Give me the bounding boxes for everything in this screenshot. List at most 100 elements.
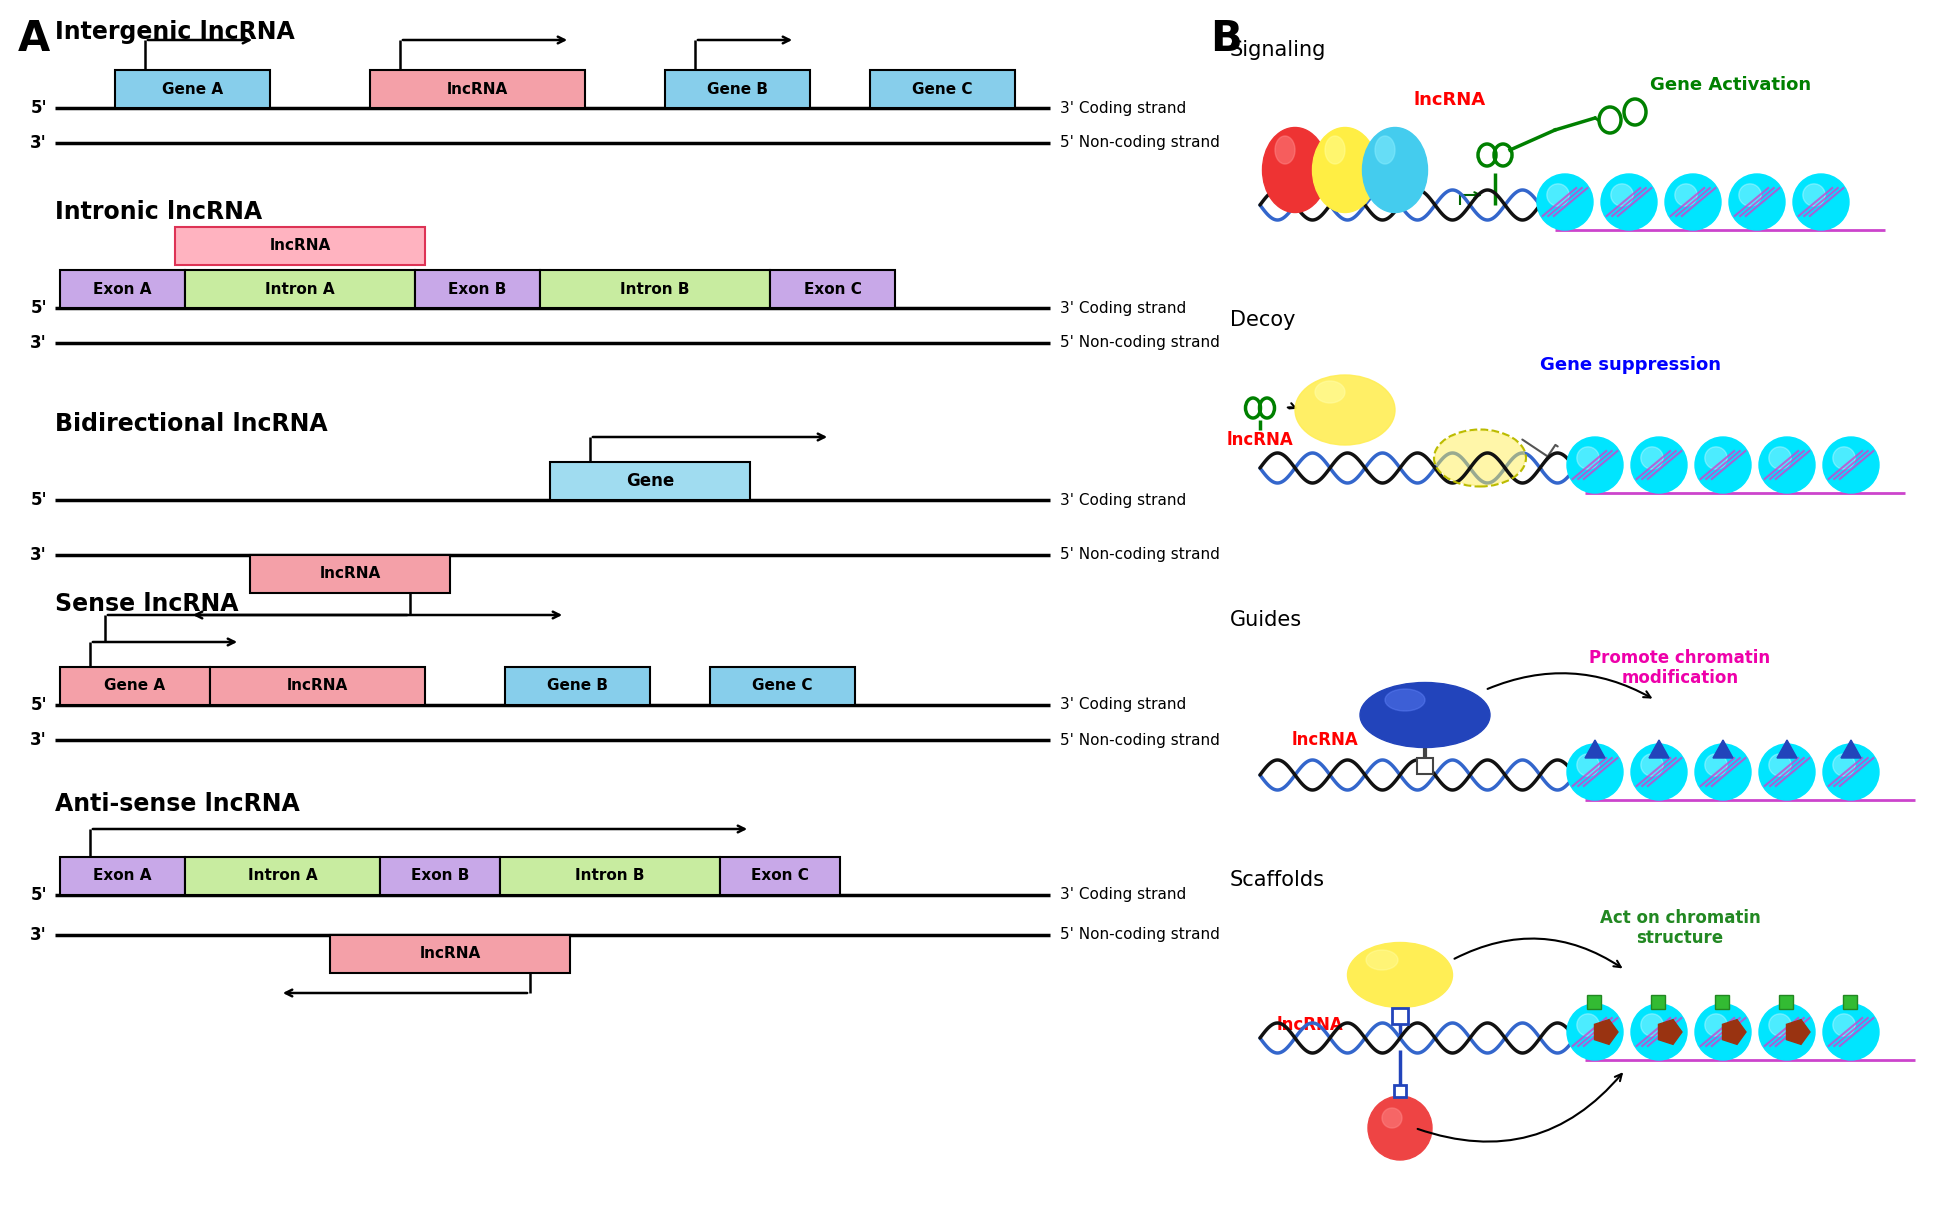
Text: structure: structure (1636, 929, 1724, 947)
Text: Gene A: Gene A (105, 679, 166, 694)
Text: Sense lncRNA: Sense lncRNA (55, 592, 238, 616)
Text: 3' Coding strand: 3' Coding strand (1061, 301, 1186, 316)
Bar (540, 269, 770, 308)
Circle shape (1739, 184, 1761, 206)
Text: 5' Non-coding strand: 5' Non-coding strand (1061, 335, 1221, 351)
Bar (1587, 995, 1601, 1009)
Text: Signaling: Signaling (1230, 40, 1326, 60)
Bar (1778, 995, 1792, 1009)
Bar (770, 269, 895, 308)
Circle shape (1675, 184, 1696, 206)
Bar (499, 857, 720, 895)
Bar (710, 667, 854, 705)
Ellipse shape (1359, 683, 1490, 747)
Text: Gene suppression: Gene suppression (1539, 356, 1720, 374)
Text: Intron A: Intron A (248, 868, 318, 884)
Ellipse shape (1275, 137, 1295, 165)
Circle shape (1769, 447, 1792, 469)
Text: A: A (18, 18, 51, 60)
Text: Guides: Guides (1230, 610, 1303, 630)
Text: 3': 3' (31, 926, 47, 944)
Circle shape (1601, 174, 1657, 230)
Text: lncRNA: lncRNA (447, 82, 509, 96)
Polygon shape (1722, 1019, 1745, 1045)
Circle shape (1578, 447, 1599, 469)
Text: 5': 5' (31, 99, 47, 117)
Circle shape (1568, 436, 1622, 492)
Circle shape (1568, 1004, 1622, 1061)
Circle shape (1630, 1004, 1687, 1061)
Text: lncRNA: lncRNA (1291, 731, 1359, 748)
Polygon shape (1776, 740, 1798, 758)
Circle shape (1730, 174, 1784, 230)
Polygon shape (1659, 1019, 1683, 1045)
Bar (60, 667, 211, 705)
Text: lncRNA: lncRNA (320, 567, 380, 581)
Text: 3' Coding strand: 3' Coding strand (1061, 887, 1186, 902)
Text: Exon C: Exon C (803, 282, 862, 296)
Text: 3' Coding strand: 3' Coding strand (1061, 100, 1186, 116)
Text: Gene A: Gene A (162, 82, 222, 96)
Bar (185, 269, 415, 308)
Polygon shape (1585, 740, 1605, 758)
Text: Bidirectional lncRNA: Bidirectional lncRNA (55, 412, 328, 436)
Text: Gene C: Gene C (753, 679, 813, 694)
Circle shape (1611, 184, 1634, 206)
Text: 3': 3' (31, 546, 47, 564)
Circle shape (1695, 436, 1751, 492)
Text: Exon A: Exon A (94, 282, 152, 296)
Text: lncRNA: lncRNA (419, 946, 480, 962)
Ellipse shape (1367, 950, 1398, 970)
Text: 5': 5' (31, 886, 47, 904)
Text: lncRNA: lncRNA (287, 679, 349, 694)
Circle shape (1630, 436, 1687, 492)
Polygon shape (1595, 1019, 1618, 1045)
FancyArrowPatch shape (1418, 1074, 1622, 1142)
Circle shape (1695, 1004, 1751, 1061)
Bar (380, 857, 499, 895)
Circle shape (1833, 1014, 1854, 1036)
Circle shape (1823, 1004, 1880, 1061)
Circle shape (1759, 436, 1815, 492)
Text: Intron A: Intron A (265, 282, 335, 296)
Bar (1394, 1085, 1406, 1097)
Text: 5' Non-coding strand: 5' Non-coding strand (1061, 547, 1221, 562)
FancyArrowPatch shape (1455, 939, 1620, 967)
Circle shape (1704, 753, 1728, 777)
Text: Intergenic lncRNA: Intergenic lncRNA (55, 20, 294, 44)
Circle shape (1630, 744, 1687, 800)
Circle shape (1833, 753, 1854, 777)
Ellipse shape (1375, 137, 1394, 165)
Ellipse shape (1384, 689, 1425, 711)
Text: Gene C: Gene C (913, 82, 973, 96)
Bar (720, 857, 840, 895)
Ellipse shape (1347, 942, 1453, 1007)
Circle shape (1833, 447, 1854, 469)
Ellipse shape (1324, 137, 1346, 165)
Circle shape (1578, 1014, 1599, 1036)
Bar (60, 269, 185, 308)
Circle shape (1665, 174, 1722, 230)
Polygon shape (1841, 740, 1860, 758)
Text: 5': 5' (31, 696, 47, 714)
Bar (1392, 1008, 1408, 1024)
Circle shape (1578, 753, 1599, 777)
Text: Gene B: Gene B (548, 679, 608, 694)
Bar (330, 935, 569, 973)
Bar (870, 69, 1016, 108)
Text: 5' Non-coding strand: 5' Non-coding strand (1061, 135, 1221, 150)
Circle shape (1695, 744, 1751, 800)
Text: 3': 3' (31, 334, 47, 352)
Ellipse shape (1314, 382, 1346, 403)
Polygon shape (1712, 740, 1734, 758)
Ellipse shape (1262, 128, 1328, 212)
Text: Intronic lncRNA: Intronic lncRNA (55, 200, 261, 224)
Text: lncRNA: lncRNA (1227, 432, 1293, 449)
Circle shape (1769, 1014, 1792, 1036)
Circle shape (1568, 744, 1622, 800)
Bar (550, 462, 751, 500)
Text: 3': 3' (31, 731, 47, 748)
Bar (211, 667, 425, 705)
Text: Anti-sense lncRNA: Anti-sense lncRNA (55, 792, 300, 816)
Text: lncRNA: lncRNA (1414, 91, 1486, 108)
